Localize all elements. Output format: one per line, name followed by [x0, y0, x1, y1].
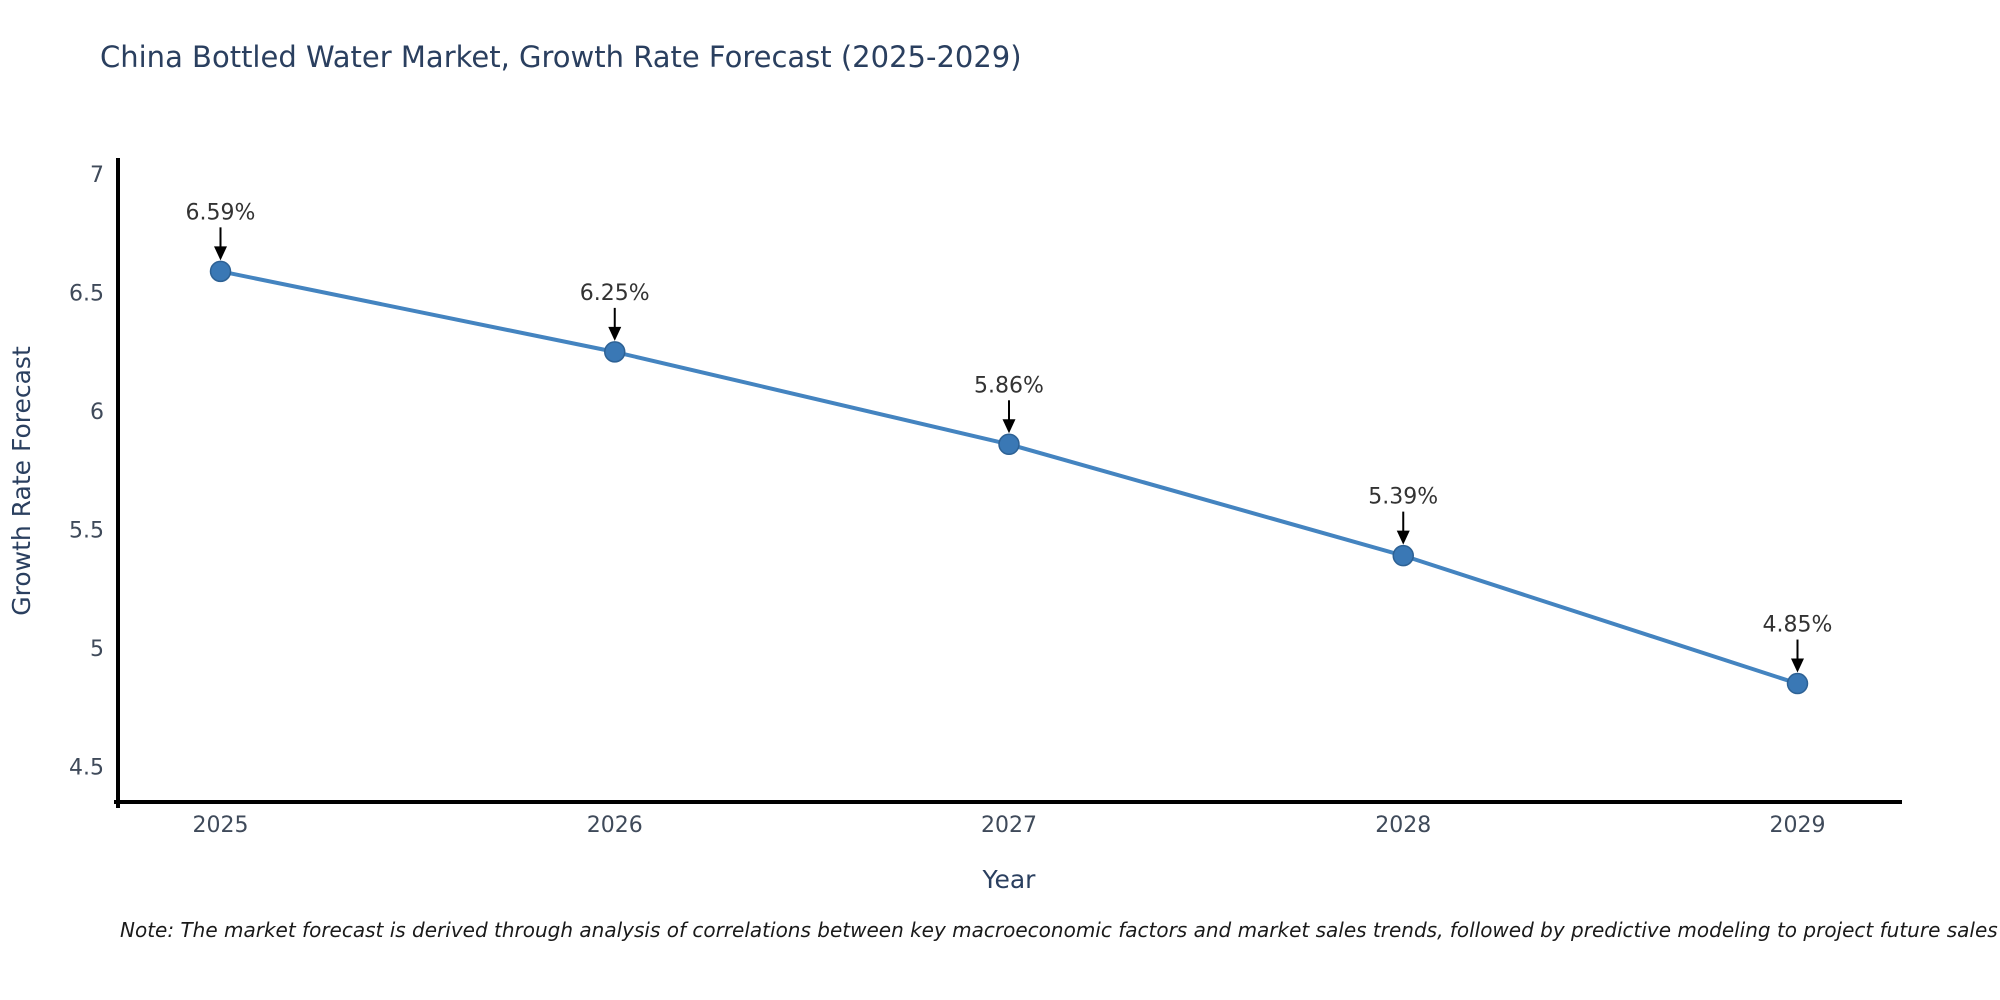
y-axis-title: Growth Rate Forecast	[7, 346, 36, 616]
y-tick-label-6.5: 6.5	[69, 282, 104, 307]
y-tick-label-4.5: 4.5	[69, 755, 104, 780]
annotation-arrow-head-2026	[608, 326, 622, 341]
x-tick-label-2026: 2026	[587, 813, 643, 838]
x-axis-title: Year	[982, 865, 1037, 894]
data-point-2029	[1786, 672, 1809, 695]
annotation-label-2026: 6.25%	[580, 281, 650, 306]
y-tick-label-5.5: 5.5	[69, 519, 104, 544]
x-tick-label-2028: 2028	[1375, 813, 1431, 838]
annotation-label-2027: 5.86%	[974, 373, 1044, 398]
annotation-arrow-head-2027	[1002, 419, 1016, 434]
annotation-label-2028: 5.39%	[1368, 485, 1438, 510]
annotation-label-2025: 6.59%	[186, 200, 256, 225]
data-point-2028	[1392, 544, 1414, 567]
footnote: Note: The market forecast is derived thr…	[120, 918, 1998, 942]
annotation-arrow-head-2025	[214, 246, 228, 261]
annotation-label-2029: 4.85%	[1763, 613, 1833, 638]
y-tick-label-5: 5	[90, 637, 104, 662]
x-tick-label-2029: 2029	[1769, 813, 1825, 838]
x-tick-label-2027: 2027	[981, 813, 1037, 838]
annotation-arrow-head-2028	[1396, 530, 1410, 545]
data-point-2025	[209, 260, 232, 283]
chart-title: China Bottled Water Market, Growth Rate …	[100, 40, 1022, 74]
x-tick-label-2025: 2025	[193, 813, 249, 838]
forecast-line	[218, 269, 1800, 686]
y-tick-label-7: 7	[90, 163, 104, 188]
y-tick-label-6: 6	[90, 400, 104, 425]
annotation-arrow-head-2029	[1790, 658, 1804, 673]
data-point-2027	[998, 433, 1020, 456]
data-point-2026	[604, 341, 626, 363]
